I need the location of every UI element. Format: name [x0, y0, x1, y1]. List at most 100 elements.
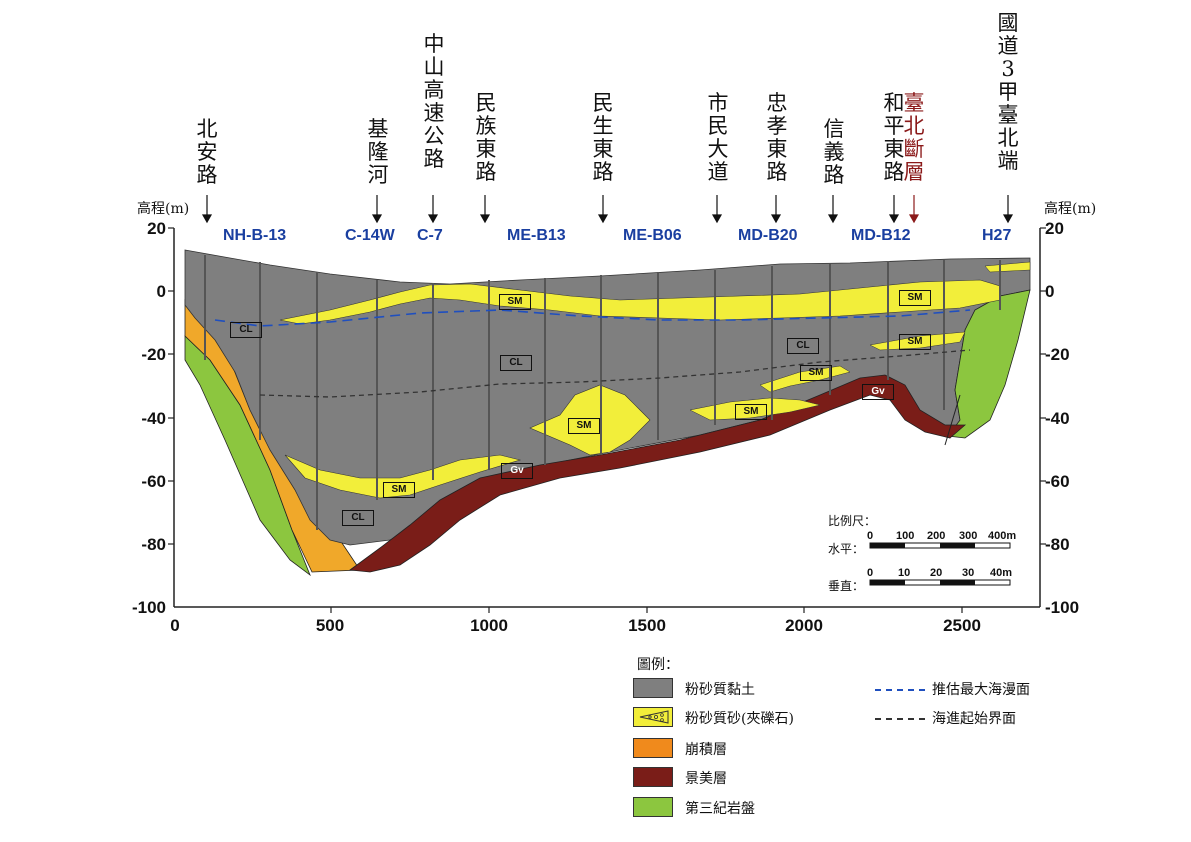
scale-h-tick: 100	[896, 530, 915, 542]
legend-label-max-transgression: 推估最大海漫面	[932, 682, 1030, 698]
y-tick-right: -20	[1045, 345, 1070, 364]
layer-tag-sm: SM	[800, 365, 832, 381]
x-tick: 0	[170, 616, 180, 635]
scale-h-tick: 400m	[988, 530, 1017, 542]
road-label-zhongshan-freeway: 中山高速公路	[423, 32, 445, 171]
x-tick: 500	[315, 616, 345, 635]
borehole-label: MD-B20	[738, 227, 798, 244]
x-tick: 1000	[470, 616, 508, 635]
road-label-freeway3: 國道3甲臺北端	[997, 11, 1019, 173]
layer-tag-cl: CL	[787, 338, 819, 354]
road-label-minzu: 民族東路	[475, 91, 497, 184]
x-tick: 2000	[785, 616, 823, 635]
y-tick-left: -100	[131, 598, 166, 617]
legend-label-sand: 粉砂質砂(夾礫石)	[685, 711, 794, 727]
sand-central	[529, 384, 651, 456]
bedrock-right	[947, 289, 1031, 439]
y-axis-title-right: 高程(m)	[1044, 201, 1097, 217]
axis-ticks	[168, 227, 1046, 613]
layer-tag-cl: CL	[342, 510, 374, 526]
road-label-beian: 北安路	[196, 117, 218, 187]
legend-label-colluvium: 崩積層	[685, 742, 727, 758]
legend-swatch-clay	[633, 678, 673, 698]
legend-title: 圖例：	[637, 657, 679, 673]
scale-v-tick: 30	[962, 567, 975, 579]
scale-title: 比例尺：	[828, 514, 877, 528]
borehole-label: H27	[982, 227, 1012, 244]
y-tick-left: 20	[147, 219, 166, 238]
layer-tag-sm: SM	[568, 418, 600, 434]
scale-v-tick: 20	[930, 567, 943, 579]
road-arrows	[201, 195, 1014, 224]
transgression-start-line	[259, 349, 971, 398]
y-tick-right: -80	[1045, 535, 1070, 554]
y-tick-left: -20	[141, 345, 166, 364]
layer-tag-sm: SM	[735, 404, 767, 420]
layer-tag-sm: SM	[383, 482, 415, 498]
layer-tag-sm: SM	[499, 294, 531, 310]
layer-tag-sm: SM	[899, 290, 931, 306]
road-label-zhongxiao: 忠孝東路	[766, 91, 788, 184]
legend-line-blue	[875, 689, 925, 691]
borehole-label: ME-B13	[507, 227, 566, 244]
scale-v-tick: 10	[898, 567, 911, 579]
road-label-taipei-fault: 臺北斷層	[903, 91, 925, 184]
jingmei-layer	[348, 374, 967, 573]
road-label-minsheng: 民生東路	[592, 91, 614, 184]
sand-lower-left	[284, 454, 522, 499]
y-tick-right: -60	[1045, 472, 1070, 491]
legend-label-clay: 粉砂質黏土	[685, 682, 755, 698]
borehole-label: NH-B-13	[223, 227, 287, 244]
layer-tag-cl: CL	[230, 322, 262, 338]
legend-label-transgression-start: 海進起始界面	[932, 711, 1016, 727]
legend-label-bedrock: 第三紀岩盤	[685, 801, 755, 817]
fault-arrow	[908, 195, 920, 224]
scale-h-tick: 200	[927, 530, 946, 542]
x-tick: 2500	[943, 616, 981, 635]
legend-line-black	[875, 718, 925, 720]
y-tick-left: -40	[141, 409, 166, 428]
road-label-civic-blvd: 市民大道	[707, 91, 729, 184]
borehole-label: C-7	[417, 227, 443, 244]
scale-v-tick: 40m	[990, 567, 1013, 579]
max-transgression-line	[214, 309, 971, 327]
legend-swatch-jingmei	[633, 767, 673, 787]
gravel-pattern-icon	[639, 710, 669, 724]
scale-vertical-label: 垂直：	[828, 579, 865, 593]
sand-lens-1	[759, 365, 851, 393]
layer-tag-sm: SM	[899, 334, 931, 350]
sand-lens-mid-right	[869, 331, 966, 351]
borehole-label: MD-B12	[851, 227, 911, 244]
scale-h-tick: 300	[959, 530, 978, 542]
scale-h-tick: 0	[867, 530, 874, 542]
fault-trace	[944, 394, 961, 446]
legend-label-jingmei: 景美層	[685, 771, 727, 787]
legend-swatch-bedrock	[633, 797, 673, 817]
scale-bar-horizontal	[869, 542, 1011, 549]
y-tick-left: -80	[141, 535, 166, 554]
scale-bar-vertical	[869, 579, 1011, 586]
y-tick-right: 0	[1045, 282, 1055, 301]
y-tick-left: 0	[156, 282, 166, 301]
road-label-keelung-river: 基隆河	[367, 117, 389, 187]
y-tick-left: -60	[141, 472, 166, 491]
borehole-label: ME-B06	[623, 227, 682, 244]
y-axis-title-left: 高程(m)	[137, 201, 190, 217]
road-label-xinyi: 信義路	[823, 117, 845, 187]
scale-horizontal-label: 水平：	[828, 542, 865, 556]
legend-swatch-colluvium	[633, 738, 673, 758]
layer-tag-gv: Gv	[501, 463, 533, 479]
borehole-label: C-14W	[345, 227, 395, 244]
borehole-lines	[204, 255, 1001, 530]
road-label-heping: 和平東路	[883, 91, 905, 184]
y-tick-right: -100	[1045, 598, 1080, 617]
sand-lens-2	[689, 397, 821, 421]
sand-top-right	[984, 261, 1031, 273]
layer-tag-gv: Gv	[862, 384, 894, 400]
y-tick-right: -40	[1045, 409, 1070, 428]
layer-tag-cl: CL	[500, 355, 532, 371]
legend-swatch-sand	[633, 707, 673, 727]
scale-v-tick: 0	[867, 567, 874, 579]
